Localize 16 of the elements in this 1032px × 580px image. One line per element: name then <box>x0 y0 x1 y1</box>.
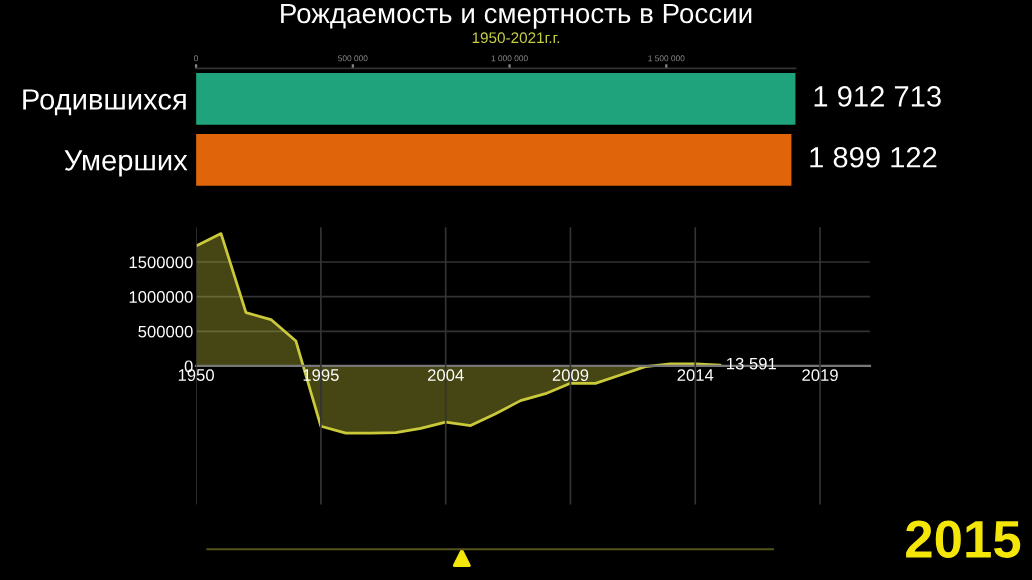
data-label: 1 899 122 <box>810 146 937 168</box>
y-tick-label: Родившихся <box>23 89 186 116</box>
x-tick-label: 2009 <box>552 369 589 381</box>
data-label: 13 591 <box>727 357 776 370</box>
chart-title: Рождаемость и смертность в России <box>281 3 752 29</box>
data-label: 1 912 713 <box>814 86 941 107</box>
y-tick-label: 1500000 <box>129 256 193 269</box>
y-tick-label: 1000000 <box>129 291 193 303</box>
text: 2015 <box>906 520 1021 558</box>
y-tick-label: 500000 <box>138 325 193 338</box>
x-tick-label: 1950 <box>178 369 214 381</box>
x-tick-label: 2014 <box>677 369 714 381</box>
y-tick-label: Умерших <box>64 150 188 177</box>
x-tick-label: 2019 <box>802 369 838 381</box>
y-tick-label: 0 <box>184 360 193 373</box>
x-tick-label: 2004 <box>427 369 464 381</box>
